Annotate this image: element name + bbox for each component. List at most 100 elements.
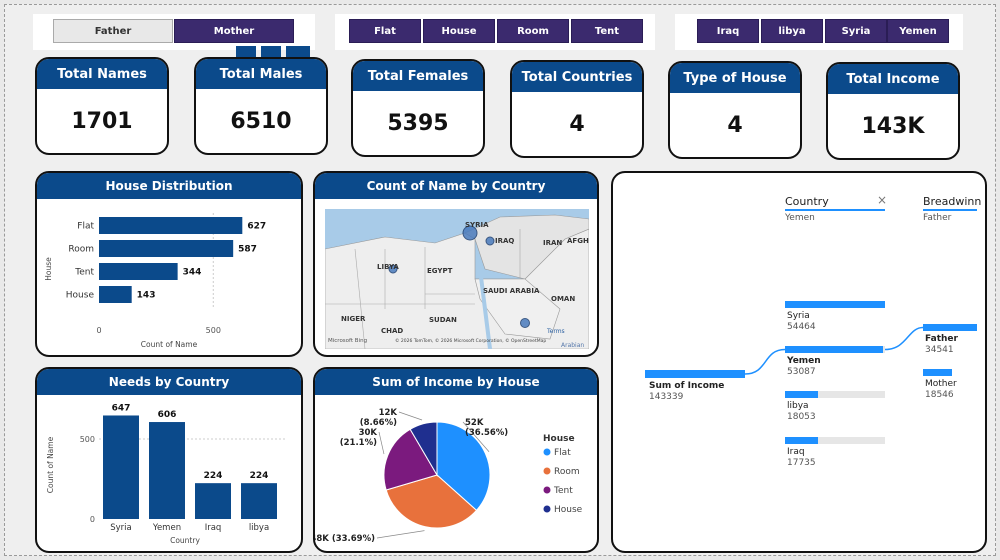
map-bubble-libya [388,264,398,274]
kpi-title: Total Females [353,61,483,91]
tree-node-label: Iraq [787,447,805,457]
legend-marker [543,486,551,494]
tree-node-value: 53087 [787,367,816,377]
x-tick-label: 500 [206,326,221,335]
legend-marker [543,505,551,513]
category-label: Tent [74,268,94,278]
map-copyright: © 2026 TomTom, © 2026 Microsoft Corporat… [395,337,546,344]
slice-room [385,474,478,529]
slicer-flat-button[interactable]: Flat [349,19,421,43]
map-terms-link: Terms [546,328,565,335]
country-map-card: Count of Name by Country SYRIA IRAQ IRAN… [313,171,599,357]
breadwinner-slicer: Father Mother [33,14,315,50]
tree-root-label: Sum of Income [649,381,725,391]
map-label-iran: IRAN [543,239,562,247]
kpi-total-income: Total Income 143K [826,62,960,160]
kpi-value: 6510 [230,108,292,134]
category-label: Room [68,245,94,255]
slicer-mother-button[interactable]: Mother [174,19,294,43]
map-bubble-syria [462,225,478,241]
tree-node-value: 17735 [787,458,816,468]
tree-col-underline [923,209,977,211]
kpi-value: 1701 [71,108,133,134]
legend-marker [543,448,551,456]
decomposition-tree-card: Country × Yemen Breadwinn Father Sum of … [611,171,987,553]
legend-label: Room [554,467,580,477]
tree-node-syria[interactable] [785,301,885,308]
income-by-house-chart: 52K (36.56%) 48K (33.69%) 30K (21.1%)12K (8.6… [315,408,583,544]
visual-title: Needs by Country [37,369,301,395]
kpi-type-of-house: Type of House 4 [668,61,802,159]
data-label: 344 [183,268,202,278]
bar-flat [99,217,243,234]
kpi-title: Total Names [37,59,167,89]
legend-marker [543,467,551,475]
slicer-yemen-button[interactable]: Yemen [887,19,949,43]
tree-node-label: Syria [787,311,810,321]
tree-col-header-country[interactable]: Country [785,195,829,208]
tree-root-value: 143339 [649,392,684,402]
slicer-father-button[interactable]: Father [53,19,173,43]
house-distribution-chart: Flat 627 Room 587 Tent 344 House 143 0 500 Count o… [44,213,266,349]
tree-node-mother[interactable] [923,369,953,376]
slicer-libya-button[interactable]: libya [761,19,823,43]
slicer-room-button[interactable]: Room [497,19,569,43]
tree-col-underline [785,209,885,211]
kpi-total-countries: Total Countries 4 [510,60,644,158]
tree-node-yemen[interactable] [785,346,883,353]
y-tick-label: 0 [90,515,95,524]
data-label: 30K (21.1%) [340,428,378,448]
slicer-tent-button[interactable]: Tent [571,19,643,43]
tree-node-value: 34541 [925,345,954,355]
map-label-syria: SYRIA [465,221,489,229]
tree-col-header-breadwinner[interactable]: Breadwinn [923,195,982,208]
income-by-house-card: Sum of Income by House 52K (36.56%) 48K (3… [313,367,599,553]
tree-node-value: 18546 [925,390,954,400]
tree-root-bar[interactable] [645,370,745,378]
data-label: 224 [204,471,223,481]
visual-title: House Distribution [37,173,301,199]
visual-title: Count of Name by Country [315,173,597,199]
legend-title: House [543,434,575,444]
house-distribution-card: House Distribution Flat 627 Room 587 Tent 344… [35,171,303,357]
map-bubble-yemen [520,318,530,328]
tree-node-label: Father [925,334,958,344]
slicer-syria-button[interactable]: Syria [825,19,887,43]
map-label-saudi-arabia: SAUDI ARABIA [483,287,540,295]
tree-node-iraq[interactable] [785,437,818,444]
slicer-iraq-button[interactable]: Iraq [697,19,759,43]
slice-flat [436,421,491,512]
map-label-iraq: IRAQ [495,237,514,245]
visual-title: Sum of Income by House [315,369,597,395]
tree-node-father[interactable] [923,324,977,331]
tree-node-label: libya [787,401,809,411]
data-label: 224 [250,471,269,481]
tree-node-label: Yemen [787,356,821,366]
country-slicer: Iraq libya Syria Yemen [675,14,963,50]
map-label-libya: LIBYA [377,263,399,271]
slicer-house-button[interactable]: House [423,19,495,43]
y-axis-title: House [44,257,53,281]
kpi-total-males: Total Males 6510 [194,57,328,155]
kpi-title: Total Countries [512,62,642,92]
data-label: 606 [158,410,177,420]
tree-connector [884,326,924,351]
tree-node-label: Mother [925,379,957,389]
kpi-title: Type of House [670,63,800,93]
tree-connector [744,348,786,375]
map-label-sudan: SUDAN [429,316,457,324]
category-label: House [66,291,95,301]
data-label: 48K (33.69%) [315,534,375,544]
country-map[interactable]: SYRIA IRAQ IRAN AFGHA LIBYA EGYPT SAUDI … [325,209,589,349]
close-icon[interactable]: × [877,193,888,207]
tree-col-sub-breadwinner: Father [923,213,952,223]
data-label: 627 [247,222,266,232]
tree-node-track [785,391,885,398]
kpi-value: 4 [727,112,743,138]
category-label: libya [249,523,269,533]
x-axis-title: Count of Name [141,340,198,349]
legend-label: Flat [554,448,571,458]
needs-by-country-card: Needs by Country 0 500 647 Syria 606 Yemen 224… [35,367,303,553]
tree-node-libya[interactable] [785,391,818,398]
bar-room [99,240,234,257]
